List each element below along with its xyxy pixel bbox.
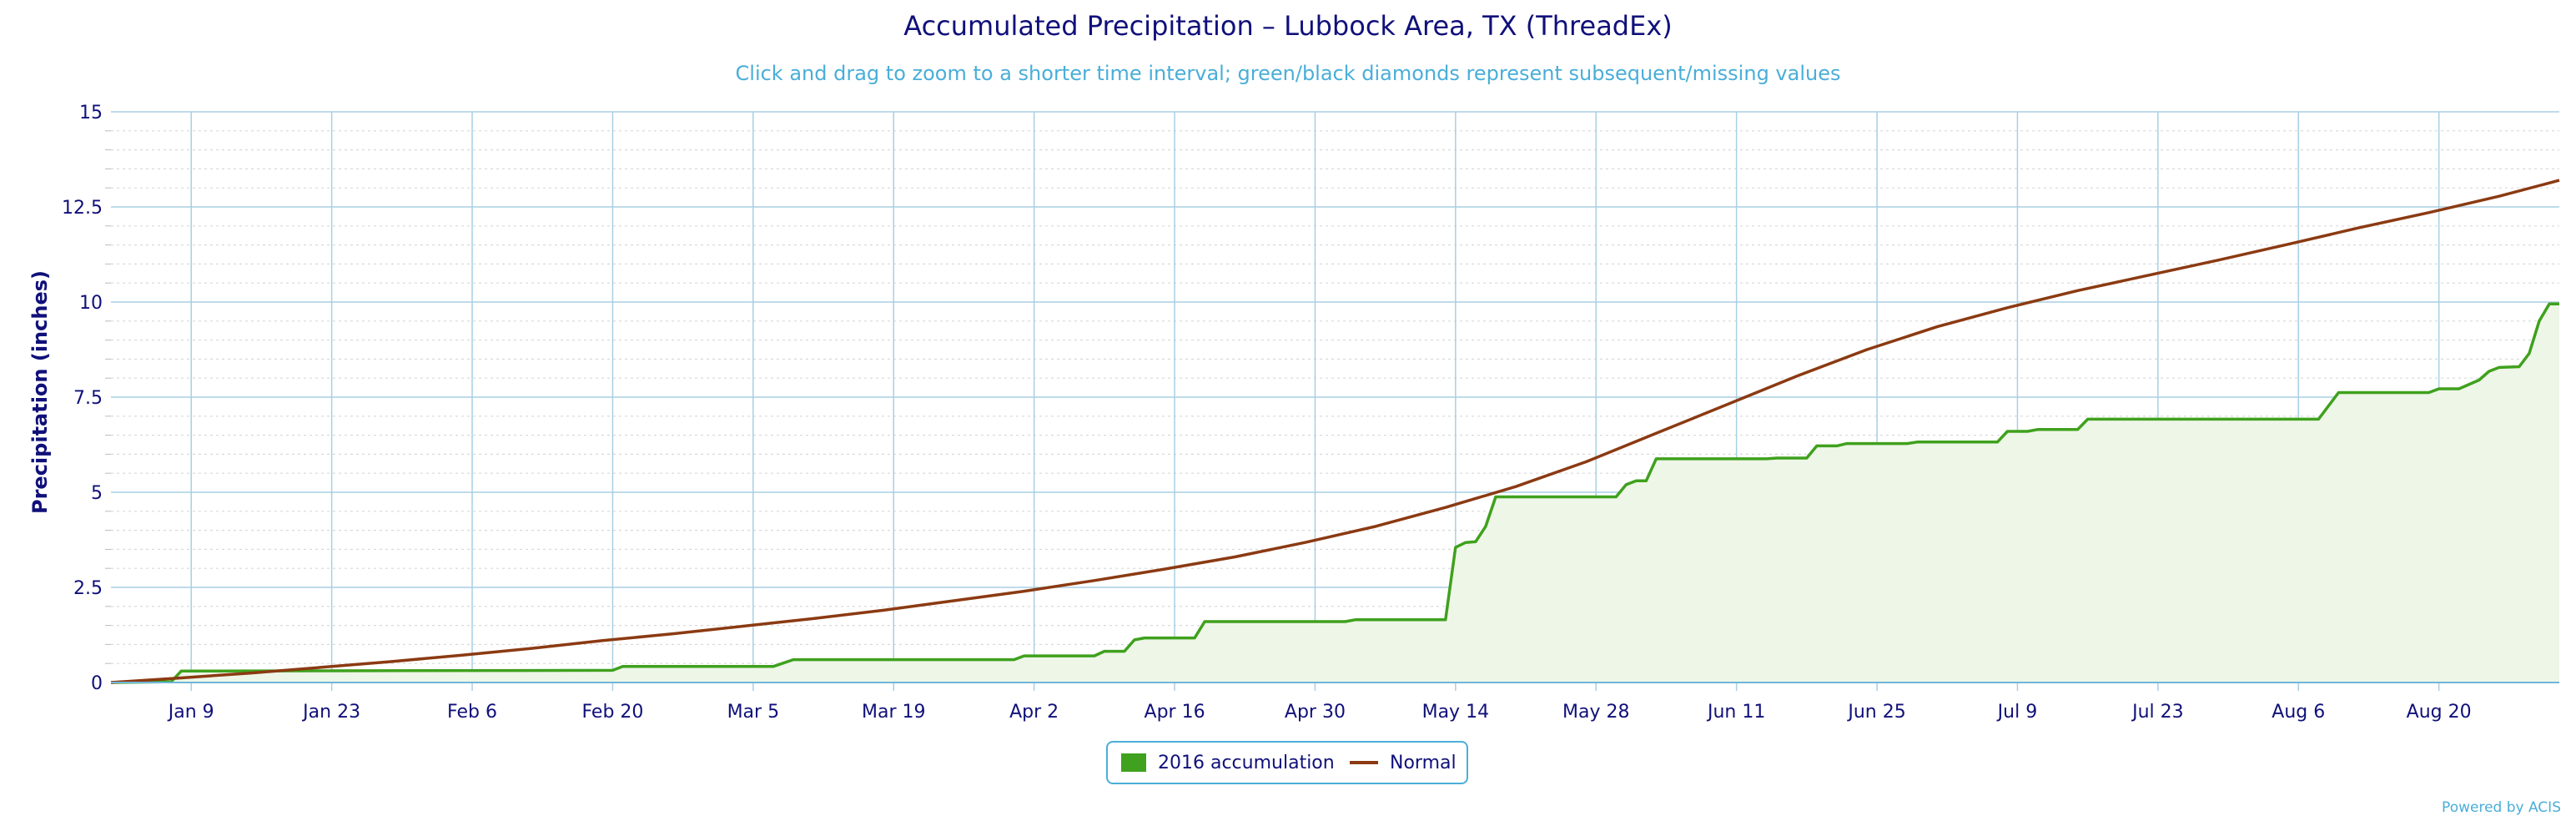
legend-label-accumulation: 2016 accumulation — [1158, 752, 1335, 773]
axes-layer — [111, 682, 2559, 691]
series-area-accumulation — [111, 304, 2559, 682]
y-tick-label: 0 — [91, 673, 103, 694]
x-tick-label: Aug 20 — [2407, 702, 2472, 723]
x-tick-label: Apr 2 — [1009, 702, 1059, 723]
series-line-normal — [110, 179, 2560, 684]
credit-link[interactable]: Powered by ACIS — [2442, 799, 2561, 816]
x-tick-label: Feb 20 — [581, 702, 643, 723]
y-tick-label: 15 — [79, 103, 103, 123]
legend-swatch-normal — [1350, 761, 1378, 764]
legend-label-normal: Normal — [1390, 752, 1457, 773]
series-line-accumulation — [110, 302, 2559, 684]
x-tick-label: May 28 — [1562, 702, 1629, 723]
chart-subtitle: Click and drag to zoom to a shorter time… — [735, 62, 1841, 85]
x-tick-label: Apr 16 — [1145, 702, 1205, 723]
x-tick-label: Mar 5 — [727, 702, 780, 723]
x-tick-label: Jun 25 — [1846, 702, 1905, 723]
x-tick-label: Jul 23 — [2131, 702, 2184, 723]
x-tick-label: May 14 — [1422, 702, 1489, 723]
x-tick-label: Aug 6 — [2272, 702, 2325, 723]
y-tick-label: 2.5 — [73, 578, 103, 599]
tick-labels: 0 2.5 5 7.5 10 12.5 15 Jan 9 Jan 23 Feb 6 Feb 20 Ma… — [62, 103, 2472, 723]
x-tick-label: Jul 9 — [1996, 702, 2038, 723]
y-tick-label: 5 — [91, 483, 103, 504]
x-tick-label: Jun 11 — [1706, 702, 1765, 723]
x-tick-label: Jan 23 — [301, 702, 360, 723]
legend: 2016 accumulation Normal — [1106, 741, 1468, 784]
x-tick-label: Mar 19 — [862, 702, 926, 723]
x-tick-label: Jan 9 — [167, 702, 214, 723]
y-tick-label: 7.5 — [73, 388, 103, 409]
x-tick-label: Apr 30 — [1285, 702, 1346, 723]
series-layer — [110, 179, 2560, 684]
y-tick-label: 10 — [79, 293, 103, 314]
legend-item-accumulation[interactable]: 2016 accumulation — [1121, 743, 1335, 783]
legend-item-normal[interactable]: Normal — [1350, 743, 1457, 783]
chart-title: Accumulated Precipitation – Lubbock Area… — [903, 10, 1673, 42]
y-tick-label: 12.5 — [62, 198, 103, 219]
x-tick-label: Feb 6 — [447, 702, 497, 723]
legend-swatch-accumulation — [1121, 753, 1146, 772]
